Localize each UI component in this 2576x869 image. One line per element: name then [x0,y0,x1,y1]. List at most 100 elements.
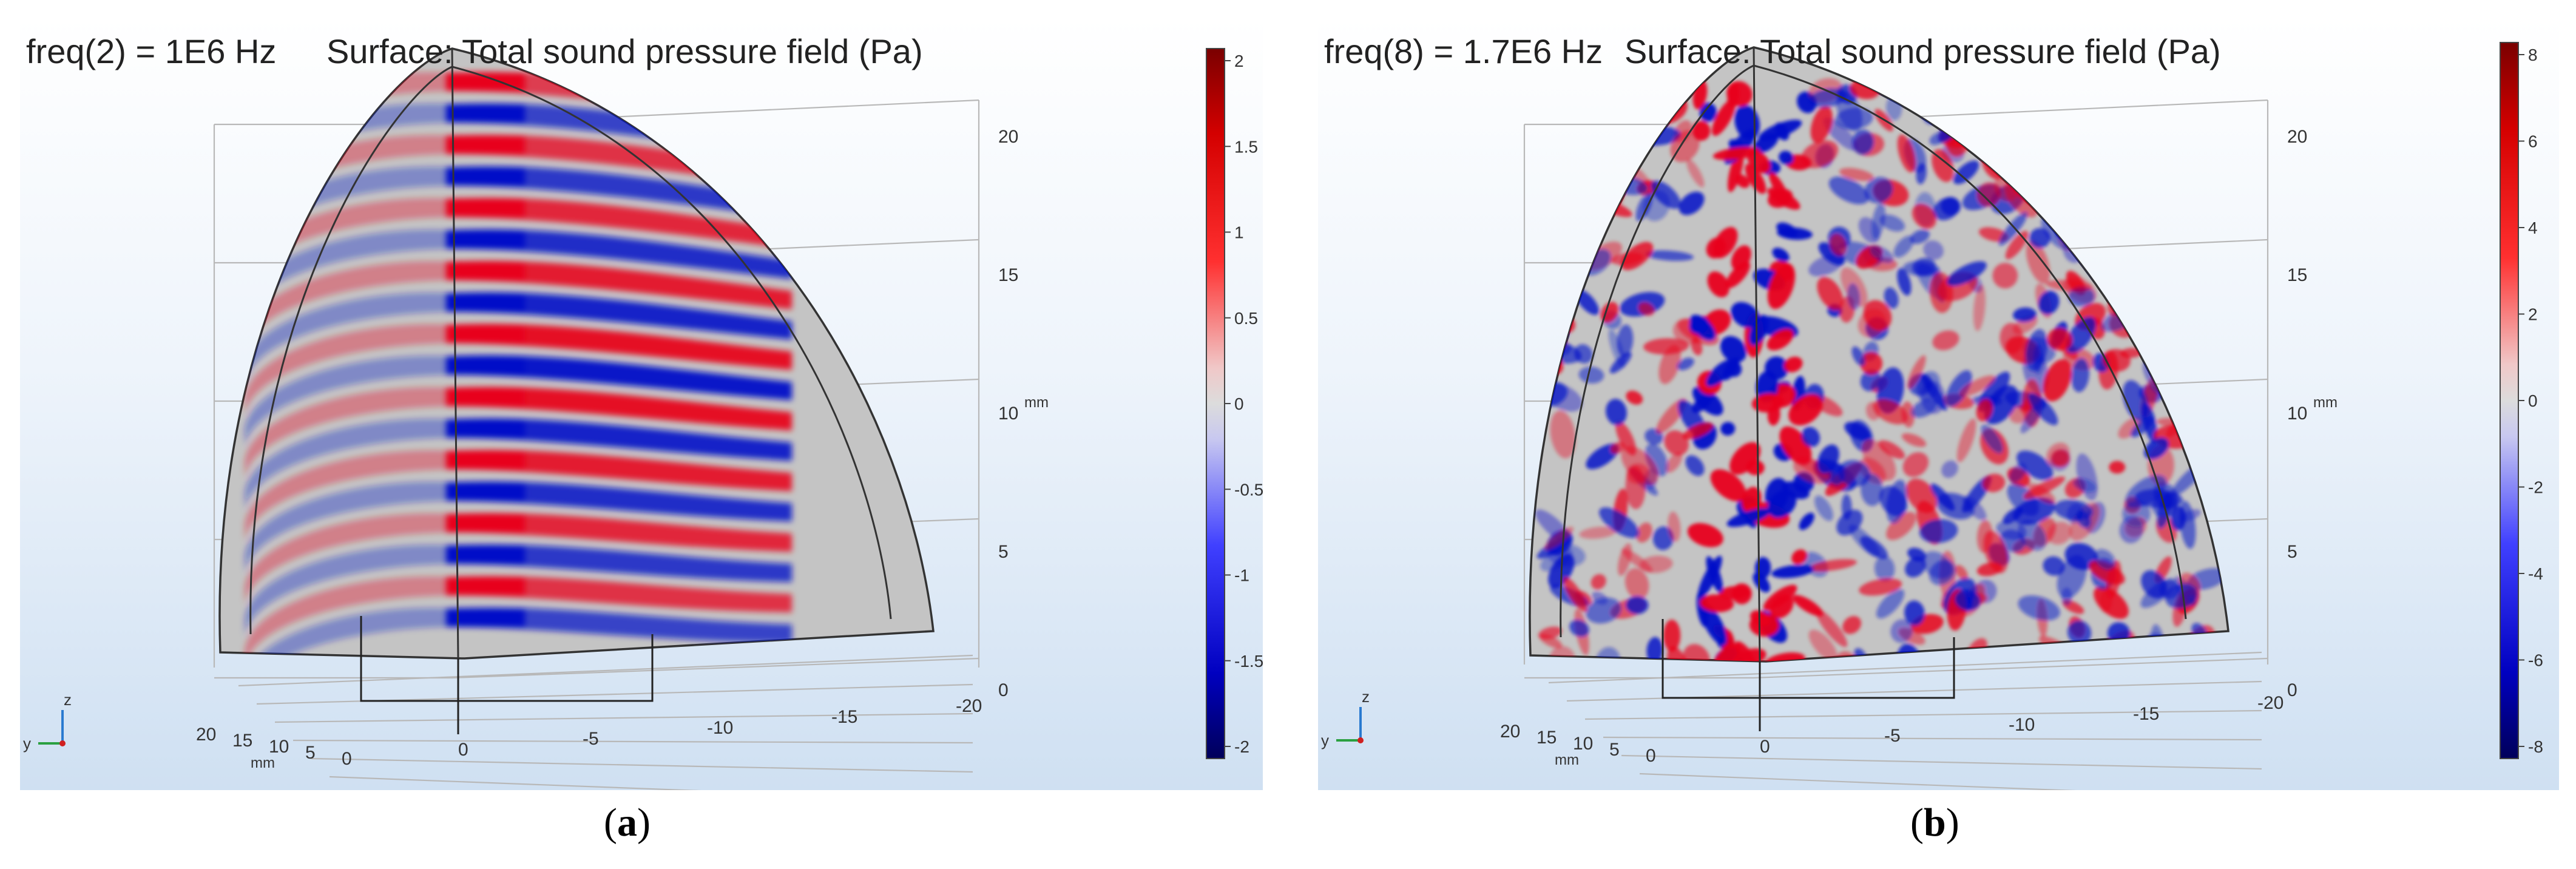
z-tick-label: 10 [2287,404,2307,424]
pressure-speckle [1597,85,1640,106]
pressure-speckle [1689,316,1709,334]
x-tick-label: -20 [956,696,982,716]
pressure-speckle [2179,501,2196,549]
y-axis-unit: mm [1555,752,1579,768]
pressure-speckle [1861,473,1883,506]
pressure-speckle [1858,217,1881,243]
surface-label: Surface: Total sound pressure field (Pa) [326,32,923,70]
z-tick-label: 15 [2287,265,2307,285]
pressure-speckle [1728,149,1744,192]
grid-line [238,654,973,687]
pressure-speckle [1618,543,1632,576]
pressure-speckle [2047,328,2072,351]
pressure-speckle [1836,509,1863,536]
pressure-speckle [1683,644,1710,661]
pressure-speckle [1873,399,1908,425]
pressure-speckle [1770,594,1794,619]
pressure-speckle [2007,83,2023,102]
pressure-speckle [1628,84,1650,105]
pressure-speckle [2026,240,2050,284]
pressure-speckle [1863,300,1892,331]
pressure-speckle [1799,512,1814,530]
pressure-speckle [2025,329,2048,371]
negative-band [446,229,792,279]
negative-band [446,356,525,375]
pressure-speckle [2044,161,2086,195]
colorbar-tick-label: 1.5 [1234,137,1258,156]
pressure-speckle [1749,614,1779,637]
pressure-speckle [2057,555,2087,599]
pressure-speckle [1810,106,1833,143]
pressure-speckle [1586,597,1621,624]
pressure-speckle [1733,648,1766,661]
pressure-speckle [1817,444,1839,474]
pressure-speckle [1726,508,1771,527]
pressure-speckle [1847,283,1861,310]
frequency-label: freq(8) = 1.7E6 Hz [1324,32,1603,70]
z-tick-label: 5 [998,542,1009,562]
positive-band [245,261,458,353]
pressure-speckle [1720,336,1747,363]
pressure-speckle [1544,527,1574,550]
positive-band [446,198,525,217]
positive-band [446,197,792,249]
pressure-speckle [1579,526,1617,539]
positive-band [446,513,792,552]
pressure-speckle [1542,269,1563,306]
pressure-speckle [1791,549,1807,564]
pressure-speckle [1710,469,1746,502]
x-tick-label: -10 [707,718,733,738]
pressure-speckle [2000,323,2024,354]
z-tick-label: 10 [998,404,1018,424]
pressure-speckle [1626,390,1643,405]
pressure-speckle [2182,177,2212,200]
pressure-speckle [2198,387,2219,397]
pressure-speckle [2198,377,2214,393]
pressure-speckle [1575,135,1606,163]
pressure-speckle [1611,252,1643,265]
negative-band [446,355,792,401]
negative-band [446,418,792,461]
pressure-speckle [1954,589,1981,611]
pressure-speckle [1817,277,1844,310]
pressure-speckle [1977,181,2001,207]
pressure-speckle [1922,551,1953,580]
pressure-speckle [1976,399,1993,422]
pressure-speckle [2131,416,2154,438]
pressure-speckle [1700,594,1734,612]
pressure-speckle [1839,167,1874,181]
pressure-speckle [1720,422,1736,436]
pressure-speckle [1941,460,1958,478]
pressure-speckle [1938,89,1959,107]
pressure-speckle [2109,461,2126,474]
pressure-speckle [2135,286,2162,301]
base-outline [360,616,654,702]
y-axis-unit: mm [251,755,275,771]
pressure-speckle [1767,490,1797,518]
pressure-speckle [1973,285,1986,331]
pressure-speckle [2148,87,2162,114]
pressure-speckle [1624,568,1649,600]
colorbar-tick-label: -0.5 [1234,480,1263,499]
pressure-speckle [1814,495,1833,521]
pressure-speckle [1774,122,1790,141]
pressure-speckle [1779,150,1794,165]
x-tick-label: 0 [1760,737,1770,757]
negative-band [245,544,458,637]
pressure-speckle [2174,343,2191,385]
grid-line [451,657,979,679]
pressure-speckle [1569,620,1589,637]
pressure-speckle [2046,654,2072,661]
pressure-speckle [2068,286,2095,307]
pressure-speckle [1725,262,1751,288]
pressure-speckle [1668,512,1681,542]
negative-band [446,419,525,438]
pressure-speckle [1932,330,1959,351]
pressure-speckle [2067,620,2092,645]
pressure-speckle [1552,134,1587,166]
inner-edge [1560,64,2187,638]
colorbar [2500,42,2519,759]
pressure-speckle [1992,263,2018,289]
negative-band [245,482,458,574]
base-outline [1662,619,1955,699]
